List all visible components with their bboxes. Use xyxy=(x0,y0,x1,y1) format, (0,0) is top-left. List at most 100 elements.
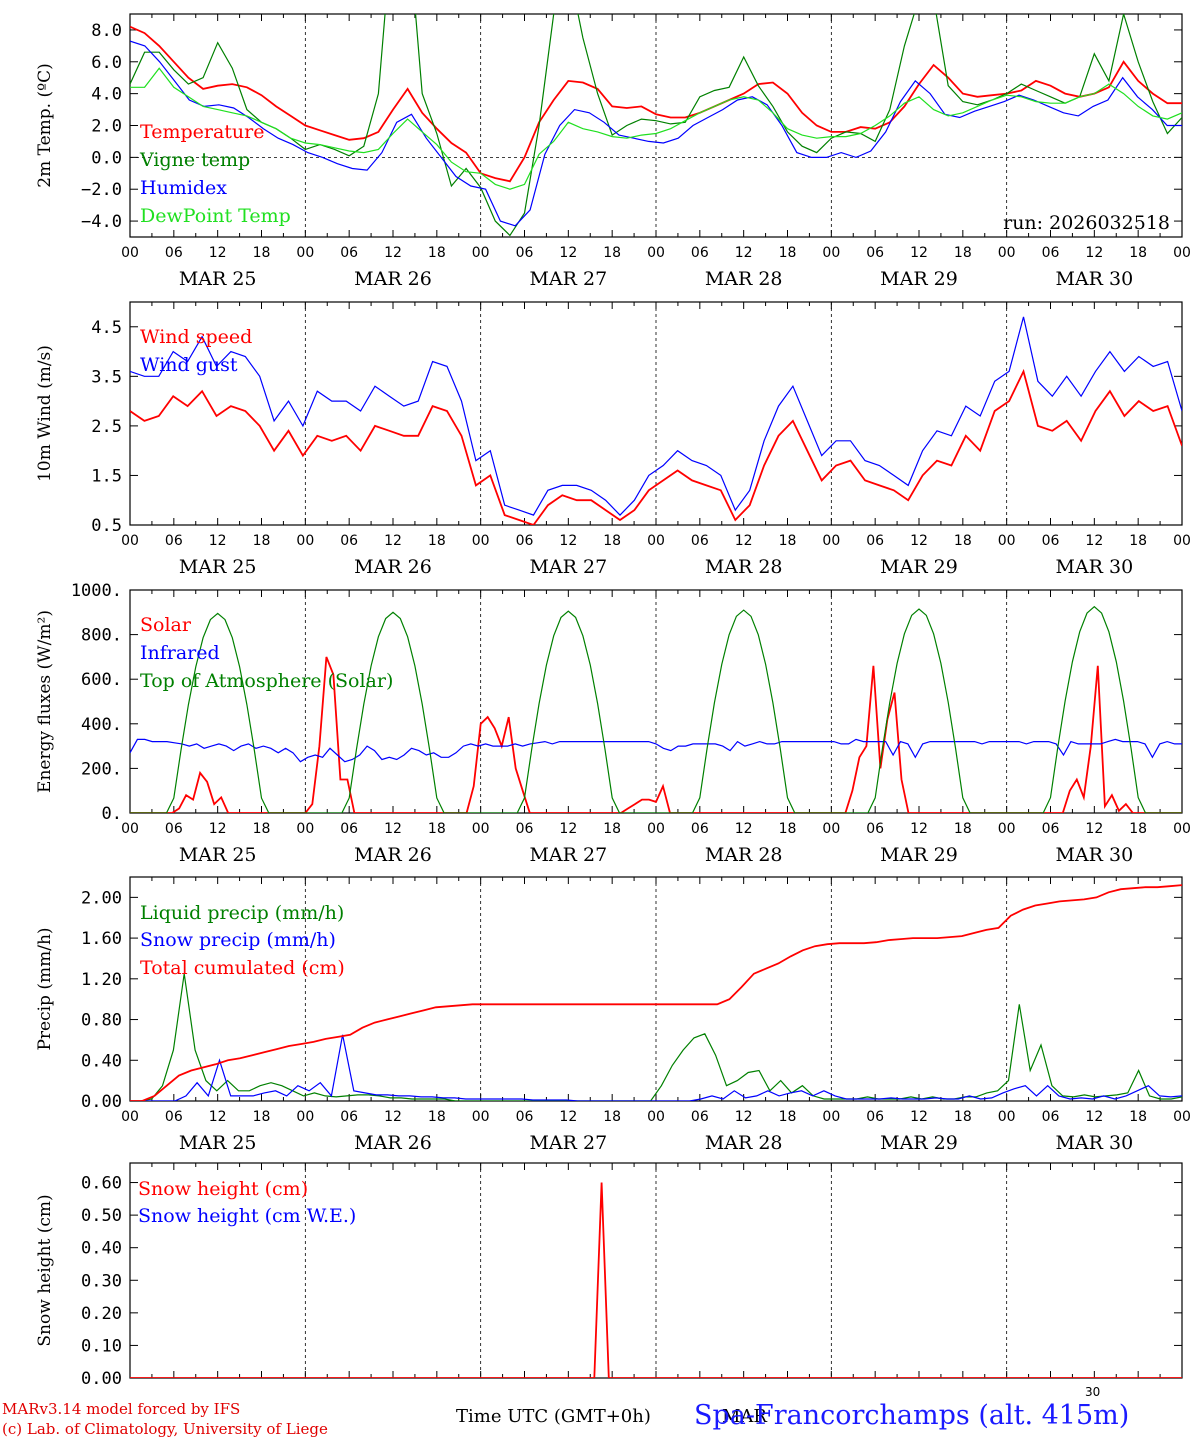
y-tick-label: 0.10 xyxy=(81,1336,122,1356)
x-tick-label: 18 xyxy=(779,245,797,261)
x-tick-label: 00 xyxy=(296,821,314,837)
x-tick-label: 00 xyxy=(822,533,840,549)
x-tick-label: 00 xyxy=(121,533,139,549)
x-tick-label: 06 xyxy=(1042,1109,1060,1125)
y-tick-label: 1.60 xyxy=(81,929,122,949)
y-tick-label: 0. xyxy=(102,804,122,824)
x-tick-label: 00 xyxy=(647,245,665,261)
day-label: MAR 29 xyxy=(880,1132,958,1154)
day-label: MAR 29 xyxy=(880,844,958,866)
y-axis-label: 10m Wind (m/s) xyxy=(35,345,55,482)
series-line-wind-speed xyxy=(130,368,1182,525)
y-tick-label: 6.0 xyxy=(91,53,122,73)
x-tick-label: 00 xyxy=(822,821,840,837)
x-tick-label: 06 xyxy=(691,821,709,837)
x-tick-label: 12 xyxy=(209,1109,227,1125)
legend-entry: Snow height (cm W.E.) xyxy=(138,1205,356,1227)
x-tick-label: 06 xyxy=(866,245,884,261)
panel-2 xyxy=(129,301,1183,526)
y-tick-label: 0.5 xyxy=(91,516,122,536)
stray-month-label: MAR xyxy=(722,1406,767,1427)
panel-4 xyxy=(129,876,1183,1102)
series-line-humidex xyxy=(130,40,1182,227)
y-tick-label: 1.5 xyxy=(91,466,122,486)
x-tick-label: 12 xyxy=(1085,245,1103,261)
y-tick-label: 8.0 xyxy=(91,21,122,41)
x-tick-label: 18 xyxy=(253,821,271,837)
legend-entry: Vigne temp xyxy=(139,149,250,171)
x-tick-label: 00 xyxy=(1173,245,1191,261)
x-tick-label: 06 xyxy=(165,821,183,837)
panel-frame xyxy=(129,301,1183,526)
x-tick-label: 18 xyxy=(954,245,972,261)
y-tick-label: 4.0 xyxy=(91,85,122,105)
legend-entry: Total cumulated (cm) xyxy=(140,957,345,979)
x-tick-label: 00 xyxy=(998,821,1016,837)
y-tick-label: 400. xyxy=(81,715,122,735)
x-tick-label: 12 xyxy=(559,1109,577,1125)
x-tick-label: 12 xyxy=(1085,821,1103,837)
series-line-dewpoint-temp xyxy=(130,67,1182,190)
series-line-liquid-precip-mm-h- xyxy=(130,973,1182,1101)
y-tick-label: 4.5 xyxy=(91,318,122,338)
legend-entry: Solar xyxy=(140,614,192,636)
x-tick-label: 06 xyxy=(691,245,709,261)
x-tick-label: 06 xyxy=(165,1109,183,1125)
x-tick-label: 06 xyxy=(1042,245,1060,261)
x-tick-label: 18 xyxy=(1129,821,1147,837)
x-tick-label: 00 xyxy=(121,821,139,837)
y-tick-label: 2.0 xyxy=(91,117,122,137)
day-label: MAR 27 xyxy=(529,556,607,578)
y-tick-label: 3.5 xyxy=(91,367,122,387)
legend-entry: DewPoint Temp xyxy=(140,205,291,227)
y-tick-label: 0.00 xyxy=(81,1369,122,1389)
x-tick-label: 00 xyxy=(472,245,490,261)
series-line-solar xyxy=(130,656,1182,813)
x-tick-label: 06 xyxy=(516,1109,534,1125)
x-tick-label: 06 xyxy=(516,533,534,549)
legend-entry: Liquid precip (mm/h) xyxy=(140,902,344,924)
x-tick-label: 18 xyxy=(428,533,446,549)
credit-info: (c) Lab. of Climatology, University of L… xyxy=(2,1420,328,1438)
x-tick-label: 18 xyxy=(253,1109,271,1125)
x-tick-label: 12 xyxy=(384,245,402,261)
x-tick-label: 18 xyxy=(603,1109,621,1125)
y-tick-label: −4.0 xyxy=(81,212,122,232)
y-tick-label: 0.50 xyxy=(81,1206,122,1226)
day-label: MAR 28 xyxy=(705,1132,783,1154)
day-label: MAR 25 xyxy=(179,556,257,578)
x-tick-label: 12 xyxy=(559,245,577,261)
x-tick-label: 06 xyxy=(866,1109,884,1125)
day-label: MAR 26 xyxy=(354,1132,432,1154)
x-tick-label: 00 xyxy=(998,533,1016,549)
x-tick-label: 12 xyxy=(559,821,577,837)
series-line-infrared xyxy=(130,738,1182,763)
x-tick-label: 12 xyxy=(910,821,928,837)
panel-3 xyxy=(129,589,1183,814)
x-tick-label: 12 xyxy=(209,245,227,261)
x-tick-label: 00 xyxy=(647,533,665,549)
x-tick-label: 06 xyxy=(165,533,183,549)
station-title: Spa-Francorchamps (alt. 415m) xyxy=(694,1400,1130,1431)
legend-entry: Wind gust xyxy=(140,354,238,376)
x-tick-label: 18 xyxy=(428,1109,446,1125)
x-tick-label: 00 xyxy=(296,245,314,261)
x-tick-label: 12 xyxy=(209,533,227,549)
legend-entry: Humidex xyxy=(140,177,227,199)
x-tick-label: 06 xyxy=(340,821,358,837)
y-tick-label: 0.0 xyxy=(91,148,122,168)
y-tick-label: 0.30 xyxy=(81,1271,122,1291)
y-tick-label: 0.20 xyxy=(81,1304,122,1324)
x-tick-label: 06 xyxy=(866,821,884,837)
x-tick-label: 06 xyxy=(340,1109,358,1125)
y-tick-label: 0.40 xyxy=(81,1239,122,1259)
x-tick-label: 18 xyxy=(253,533,271,549)
series-line-vigne-temp xyxy=(130,14,1182,237)
panel-5 xyxy=(129,1162,1183,1379)
x-tick-label: 12 xyxy=(209,821,227,837)
day-label: MAR 27 xyxy=(529,1132,607,1154)
x-tick-label: 12 xyxy=(559,533,577,549)
legend-entry: Infrared xyxy=(140,642,220,664)
legend-entry: Snow precip (mm/h) xyxy=(140,929,336,951)
panel-1 xyxy=(129,13,1183,238)
